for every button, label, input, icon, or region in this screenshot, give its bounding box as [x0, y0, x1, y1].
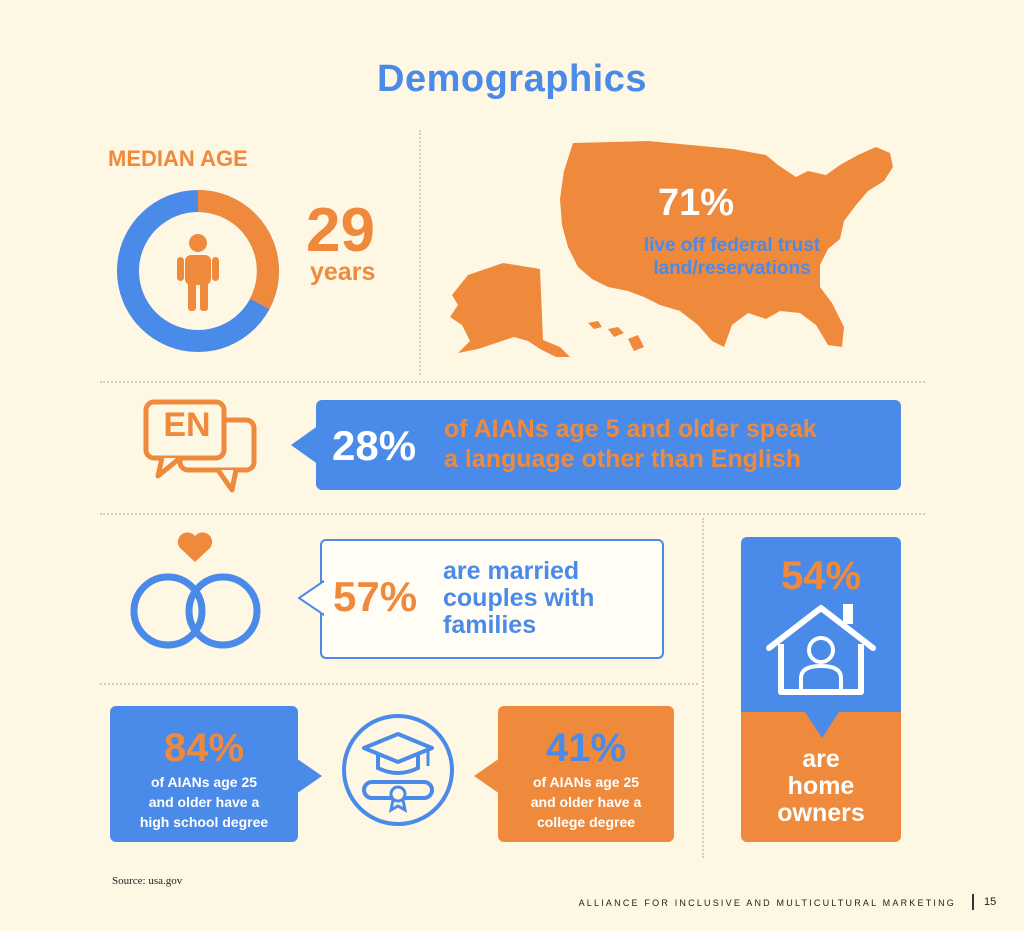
us-map-icon: [450, 141, 893, 357]
panel-pointer: [805, 712, 839, 738]
college-box: [498, 706, 674, 842]
high-school-percent: 84%: [163, 726, 245, 770]
off-reservation-text: live off federal trust land/reservations: [612, 234, 852, 280]
median-age-donut: [117, 190, 279, 352]
speech-bubbles-icon: [143, 399, 257, 493]
off-reservation-line: live off federal trust: [643, 235, 821, 256]
box-pointer: [474, 758, 500, 794]
homeowners-line: are: [802, 745, 840, 773]
graduation-cap-icon: [342, 714, 454, 826]
high-school-text: of AIANs age 25 and older have a high sc…: [110, 772, 298, 832]
high-school-line: and older have a: [148, 794, 260, 810]
high-school-line: high school degree: [139, 814, 269, 830]
married-line: families: [443, 611, 537, 639]
house-person-icon: [766, 604, 876, 695]
footer-divider: [972, 894, 974, 910]
divider: [702, 518, 704, 858]
divider: [100, 683, 698, 685]
language-text: of AIANs age 5 and older speak a languag…: [444, 414, 817, 474]
language-line: of AIANs age 5 and older speak: [444, 415, 817, 443]
off-reservation-line: land/reservations: [653, 258, 811, 279]
college-line: college degree: [536, 814, 636, 830]
divider: [100, 381, 925, 383]
language-banner: [316, 400, 901, 490]
married-percent: 57%: [333, 573, 418, 620]
source-note: Source: usa.gov: [112, 875, 183, 887]
college-line: and older have a: [530, 794, 642, 810]
homeowners-line: home: [787, 772, 855, 800]
person-icon: [177, 234, 219, 311]
off-reservation-percent: 71%: [658, 182, 735, 224]
divider: [419, 130, 421, 375]
married-callout: [320, 539, 664, 659]
median-age-value: 29: [306, 196, 375, 265]
language-icon-label: EN: [163, 406, 211, 444]
rings-heart-icon: [130, 532, 261, 649]
footer-org: ALLIANCE FOR INCLUSIVE AND MULTICULTURAL…: [578, 898, 956, 908]
banner-pointer: [291, 425, 319, 465]
box-pointer: [296, 758, 322, 794]
divider: [100, 513, 925, 515]
college-text: of AIANs age 25 and older have a college…: [498, 772, 674, 832]
married-text: are married couples with families: [443, 558, 594, 639]
page-title: Demographics: [377, 58, 647, 100]
homeowners-percent: 54%: [780, 554, 862, 598]
homeowners-text: are home owners: [741, 746, 901, 827]
high-school-box: [110, 706, 298, 842]
page-number: 15: [984, 896, 997, 908]
homeowners-line: owners: [777, 799, 865, 827]
high-school-line: of AIANs age 25: [150, 774, 258, 790]
callout-pointer: [298, 580, 324, 616]
college-line: of AIANs age 25: [532, 774, 640, 790]
married-line: couples with: [443, 584, 595, 612]
median-age-unit: years: [310, 258, 376, 286]
language-line: a language other than English: [444, 445, 801, 473]
language-percent: 28%: [332, 422, 417, 469]
median-age-label: MEDIAN AGE: [108, 146, 248, 171]
college-percent: 41%: [545, 726, 627, 770]
homeowners-top-panel: [741, 537, 901, 717]
married-line: are married: [443, 557, 580, 585]
